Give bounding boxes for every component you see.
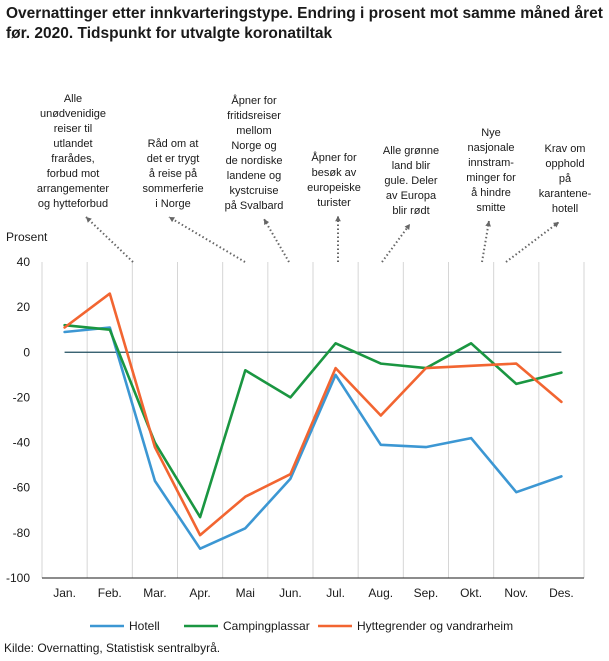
annotation-text: i Norge xyxy=(155,198,190,210)
y-tick-label: -40 xyxy=(13,436,31,450)
annotation-text: Åpner for xyxy=(311,151,357,164)
x-tick-label: Apr. xyxy=(189,586,210,600)
annotation-text: Alle xyxy=(64,93,82,105)
legend-label-1: Hotell xyxy=(129,619,160,633)
annotation-arrow xyxy=(481,220,490,263)
x-tick-label: Feb. xyxy=(98,586,122,600)
chart-title: Overnattinger etter innkvarteringstype. … xyxy=(6,5,603,42)
x-tick-label: Nov. xyxy=(504,586,528,600)
annotation-text: utlandet xyxy=(53,138,92,150)
annotation-text: på xyxy=(559,173,572,185)
annotation-text: nasjonale xyxy=(467,142,514,154)
series-line-1 xyxy=(63,326,563,551)
annotation-arrowhead xyxy=(264,219,270,225)
annotation-text: å reise på xyxy=(149,168,198,180)
annotation-text: på Svalbard xyxy=(225,200,284,212)
annotation-text: unødvenidige xyxy=(40,108,106,120)
annotation-text: hotell xyxy=(552,203,578,215)
y-tick-label: -60 xyxy=(13,481,31,495)
annotation-text: og hytteforbud xyxy=(38,198,108,210)
annotation-text: besøk av xyxy=(312,167,357,179)
annotation-text: forbud mot xyxy=(47,168,100,180)
x-tick-label: Mar. xyxy=(143,586,166,600)
annotation-text: Nye xyxy=(481,127,501,139)
annotation-text: land blir xyxy=(392,160,431,172)
y-tick-label: -80 xyxy=(13,526,31,540)
x-tick-label: Jan. xyxy=(53,586,76,600)
annotation-text: det er trygt xyxy=(147,153,200,165)
source-note: Kilde: Overnatting, Statistisk sentralby… xyxy=(4,641,221,655)
y-axis-label: Prosent xyxy=(6,230,48,244)
annotation-arrow xyxy=(381,223,411,263)
x-tick-label: Okt. xyxy=(460,586,482,600)
annotation-arrowhead xyxy=(86,217,92,223)
annotation-text: Alle grønne xyxy=(383,145,439,157)
x-tick-label: Jul. xyxy=(326,586,345,600)
annotation-text: europeiske xyxy=(307,182,361,194)
annotation-text: opphold xyxy=(545,158,584,170)
y-tick-label: 0 xyxy=(23,345,30,359)
annotation-text: de nordiske xyxy=(226,155,283,167)
annotation-text: turister xyxy=(317,197,351,209)
y-tick-label: -100 xyxy=(6,571,30,585)
annotation-text: fritidsreiser xyxy=(227,110,281,122)
annotation-text: karantene- xyxy=(539,188,592,200)
annotation-text: landene og xyxy=(227,170,281,182)
x-tick-label: Mai xyxy=(236,586,255,600)
annotation-arrowhead xyxy=(335,216,341,222)
legend-label-3: Hyttegrender og vandrarheim xyxy=(357,619,513,633)
annotation-text: blir rødt xyxy=(392,205,429,217)
x-tick-label: Sep. xyxy=(414,586,439,600)
annotation-arrow xyxy=(505,221,560,263)
annotation-arrow xyxy=(168,216,246,263)
annotation-arrowhead xyxy=(169,217,175,223)
annotation-text: kystcruise xyxy=(230,185,279,197)
annotation-text: gule. Deler xyxy=(384,175,438,187)
annotation-text: av Europa xyxy=(386,190,437,202)
x-tick-label: Aug. xyxy=(368,586,393,600)
y-tick-label: 20 xyxy=(17,300,31,314)
annotation-text: innstram- xyxy=(468,157,514,169)
annotation-text: Norge og xyxy=(231,140,276,152)
annotation-text: mellom xyxy=(236,125,271,137)
annotation-text: minger for xyxy=(466,172,516,184)
y-tick-label: 40 xyxy=(17,255,31,269)
annotation-arrow xyxy=(85,216,134,263)
annotation-arrow xyxy=(263,218,290,263)
annotation-text: Åpner for xyxy=(231,94,277,107)
annotation-text: reiser til xyxy=(54,123,93,135)
annotation-arrowhead xyxy=(553,222,559,228)
annotation-text: frarådes, xyxy=(51,153,94,165)
y-tick-label: -20 xyxy=(13,390,31,404)
annotation-text: sommerferie xyxy=(142,183,203,195)
legend-label-2: Campingplassar xyxy=(223,619,310,633)
annotation-text: å hindre xyxy=(471,187,511,199)
annotation-text: arrangementer xyxy=(37,183,109,195)
annotation-text: Krav om xyxy=(545,143,586,155)
x-tick-label: Des. xyxy=(549,586,574,600)
x-tick-label: Jun. xyxy=(279,586,302,600)
annotation-text: Råd om at xyxy=(148,138,199,150)
annotation-arrowhead xyxy=(404,224,410,230)
annotation-text: smitte xyxy=(476,202,505,214)
series-line-3 xyxy=(63,292,563,537)
annotation-arrowhead xyxy=(485,221,491,227)
